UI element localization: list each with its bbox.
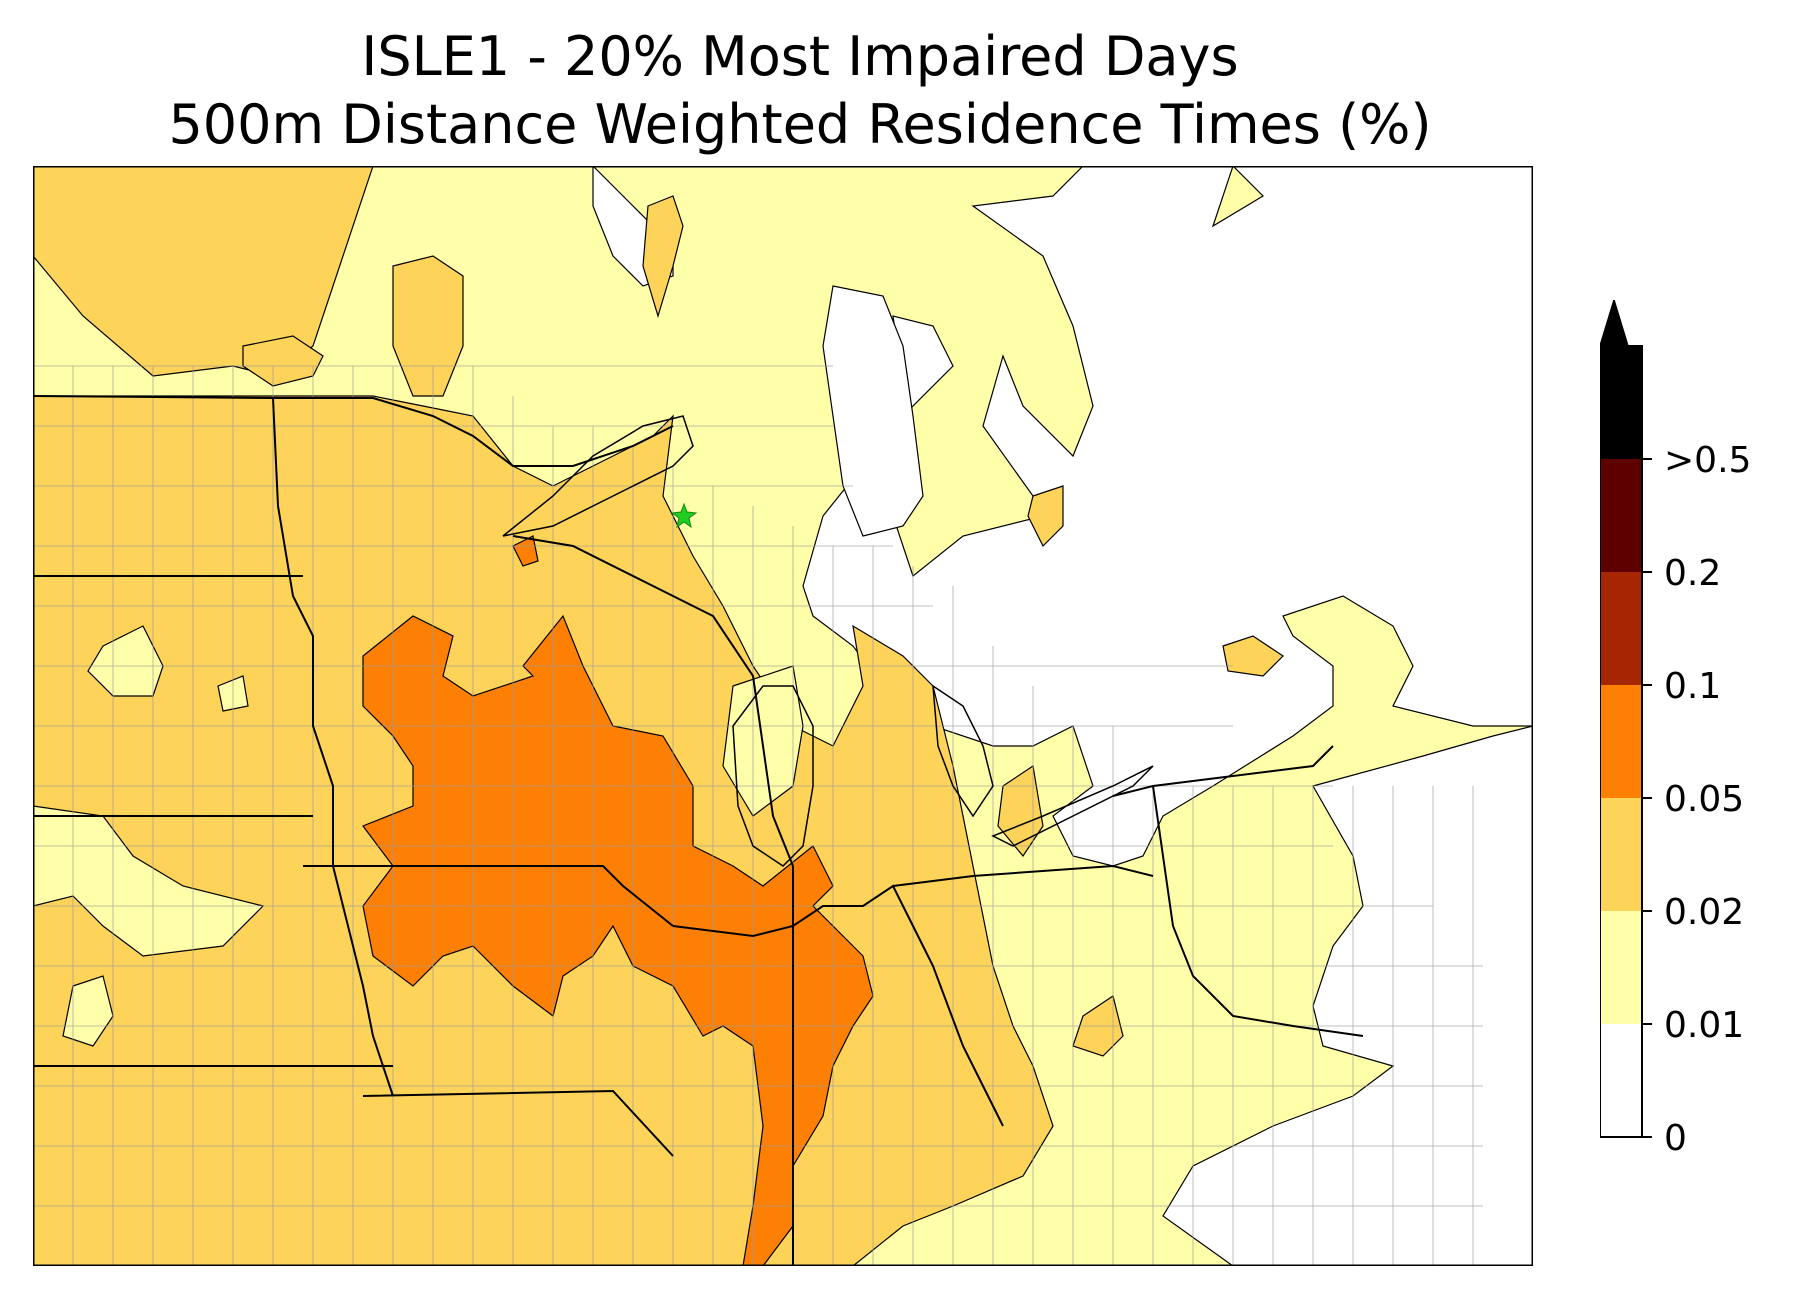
colorbar-label-2: 0.02 (1664, 892, 1744, 933)
colorbar-block-2 (1600, 798, 1642, 911)
mid-zone-island-5 (1222, 635, 1284, 677)
low-island-3 (62, 975, 114, 1047)
lake-outlines (502, 415, 1154, 867)
colorbar-block-0 (1600, 1024, 1642, 1137)
lake-erie (991, 765, 1154, 847)
state-borders (33, 395, 1364, 1266)
mid-zone-island-2 (642, 195, 684, 319)
colorbar: 0 0.01 0.02 0.05 0.1 0.2 >0.5 (1600, 300, 1751, 1159)
border-canada-us (33, 395, 674, 467)
colorbar-label-4: 0.1 (1664, 666, 1721, 707)
colorbar-label-1: 0.01 (1664, 1005, 1744, 1046)
high-zone-island (512, 535, 539, 567)
site-marker-star-icon (670, 502, 698, 529)
colorbar-blocks (1600, 346, 1642, 1137)
border-oh-pa (1112, 745, 1334, 797)
mid-zone-island-4 (1027, 485, 1064, 548)
lake-huron (932, 684, 994, 818)
low-island-west (33, 805, 265, 957)
colorbar-label-6: >0.5 (1664, 440, 1751, 481)
border-oh-wv (1152, 785, 1364, 1037)
residence-time-map (33, 166, 1533, 1266)
border-mn-ia (303, 865, 674, 927)
border-il-in (672, 884, 1004, 1127)
white-zone-east (802, 166, 1533, 867)
colorbar-block-1 (1600, 911, 1642, 1024)
white-zone-lake-north (822, 285, 924, 537)
border-wi-mi (512, 535, 794, 867)
colorbar-block-6 (1600, 346, 1642, 459)
colorbar-extend-arrow-icon (1600, 300, 1630, 347)
colorbar-label-5: 0.2 (1664, 553, 1721, 594)
colorbar-block-3 (1600, 685, 1642, 798)
map-title-line1: ISLE1 - 20% Most Impaired Days (361, 25, 1239, 88)
colorbar-block-4 (1600, 572, 1642, 685)
map-title-line2: 500m Distance Weighted Residence Times (… (168, 93, 1432, 156)
border-ia-mo (362, 1089, 674, 1157)
colorbar-frame (1600, 345, 1643, 1138)
border-dakota-minnesota (272, 397, 394, 1097)
border-in-oh (892, 864, 1154, 887)
colorbar-ticks: 0 0.01 0.02 0.05 0.1 0.2 >0.5 (1642, 440, 1751, 1159)
mid-zone-island-1 (392, 255, 464, 397)
colorbar-block-5 (1600, 459, 1642, 572)
colorbar-label-0: 0 (1664, 1118, 1687, 1159)
lake-superior (502, 415, 694, 537)
lake-michigan (732, 685, 814, 867)
colorbar-label-3: 0.05 (1664, 779, 1744, 820)
